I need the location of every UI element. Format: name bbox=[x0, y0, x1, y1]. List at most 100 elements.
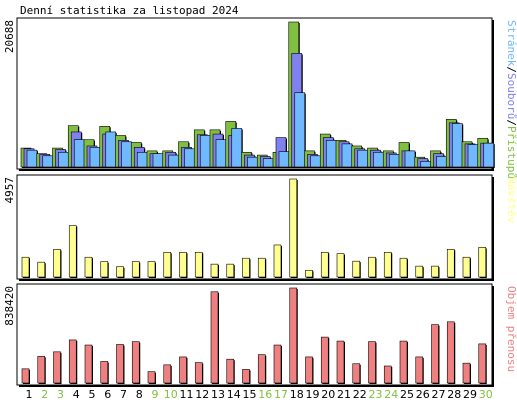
x-tick-label-26: 26 bbox=[416, 388, 430, 401]
bar-kbytes-day-7 bbox=[116, 344, 124, 384]
bar-kbytes-day-19 bbox=[305, 356, 313, 384]
bar-visits-day-5 bbox=[84, 256, 93, 278]
bar-visits-day-16 bbox=[257, 257, 266, 278]
legend-entry: Stránek bbox=[505, 20, 517, 67]
bar-visits-day-8 bbox=[131, 261, 140, 278]
bar-kbytes-day-29 bbox=[462, 362, 471, 384]
bar-visits-day-26 bbox=[415, 265, 424, 278]
bar-kbytes-day-8 bbox=[131, 341, 140, 384]
legend-separator: / bbox=[505, 119, 517, 126]
bar-requests-day-19-s2 bbox=[310, 155, 321, 168]
x-tick-label-6: 6 bbox=[104, 388, 111, 401]
bar-visits-day-20 bbox=[320, 251, 329, 278]
bar-requests-day-23-s2 bbox=[373, 151, 384, 168]
bar-requests-day-16-s2 bbox=[262, 158, 274, 168]
bar-kbytes-day-13 bbox=[210, 291, 219, 384]
bar-visits-day-1 bbox=[21, 256, 30, 278]
x-tick-label-25: 25 bbox=[400, 388, 414, 401]
bar-visits-day-28 bbox=[446, 249, 455, 278]
bar-kbytes-day-17 bbox=[273, 344, 282, 384]
bar-kbytes-day-26 bbox=[415, 356, 424, 384]
bar-kbytes-day-12 bbox=[194, 362, 203, 384]
bar-visits-day-19 bbox=[305, 269, 313, 278]
bar-kbytes-day-24 bbox=[383, 365, 392, 384]
panel-frame bbox=[16, 174, 493, 280]
x-tick-label-13: 13 bbox=[211, 388, 225, 401]
bar-requests-day-24-s2 bbox=[388, 154, 400, 168]
bar-kbytes-day-22 bbox=[352, 363, 361, 384]
bar-visits-day-30 bbox=[478, 247, 487, 278]
x-tick-label-14: 14 bbox=[227, 388, 241, 401]
x-tick-label-22: 22 bbox=[353, 388, 367, 401]
bar-visits-day-18 bbox=[289, 178, 298, 278]
panel-frame bbox=[16, 283, 493, 386]
bar-requests-day-3-s2 bbox=[58, 151, 69, 168]
bar-requests-day-21-s2 bbox=[341, 143, 353, 168]
panel-requests: 20688 Stránek/Souborů/Přístupů bbox=[3, 17, 517, 179]
bar-kbytes-day-5 bbox=[84, 344, 93, 384]
bar-kbytes-day-23 bbox=[368, 341, 376, 384]
bar-requests-day-27-s2 bbox=[436, 156, 447, 168]
bar-requests-day-30-s2 bbox=[483, 142, 495, 168]
bar-kbytes-day-27 bbox=[431, 324, 439, 384]
bar-requests-day-7-s2 bbox=[121, 141, 132, 168]
y-max-label: 20688 bbox=[3, 20, 16, 53]
x-tick-label-23: 23 bbox=[369, 388, 383, 401]
bar-visits-day-23 bbox=[368, 256, 376, 278]
bar-visits-day-10 bbox=[163, 251, 172, 278]
bar-visits-day-2 bbox=[37, 261, 46, 278]
x-tick-label-21: 21 bbox=[337, 388, 351, 401]
bar-visits-day-15 bbox=[242, 257, 250, 278]
bar-requests-day-6-s2 bbox=[105, 131, 117, 168]
x-tick-label-19: 19 bbox=[306, 388, 320, 401]
bar-visits-day-25 bbox=[399, 257, 408, 278]
x-tick-label-12: 12 bbox=[195, 388, 209, 401]
x-tick-label-24: 24 bbox=[384, 388, 398, 401]
bar-kbytes-day-30 bbox=[478, 343, 487, 384]
bar-requests-day-1-s2 bbox=[26, 149, 38, 168]
bar-requests-day-20-s2 bbox=[325, 140, 337, 168]
bar-kbytes-day-14 bbox=[226, 358, 235, 384]
x-tick-label-17: 17 bbox=[274, 388, 288, 401]
x-tick-label-15: 15 bbox=[243, 388, 257, 401]
legend: Stránek/Souborů/Přístupů bbox=[505, 20, 517, 179]
bar-kbytes-day-25 bbox=[399, 340, 408, 384]
bar-kbytes-day-11 bbox=[179, 356, 187, 384]
x-tick-label-1: 1 bbox=[26, 388, 33, 401]
bar-visits-day-11 bbox=[179, 251, 187, 278]
panel-frame bbox=[16, 17, 493, 170]
bar-kbytes-day-1 bbox=[21, 368, 30, 384]
legend-entry: Přístupů bbox=[505, 126, 517, 179]
bar-requests-day-2-s2 bbox=[42, 155, 54, 168]
bar-requests-day-29-s2 bbox=[467, 144, 479, 168]
bar-visits-day-21 bbox=[336, 253, 345, 278]
bar-kbytes-day-9 bbox=[147, 371, 156, 384]
bar-visits-day-29 bbox=[462, 256, 471, 278]
legend-entry: Objem přenosu bbox=[505, 286, 517, 372]
bar-visits-day-24 bbox=[383, 251, 392, 278]
bar-requests-day-12-s2 bbox=[199, 135, 211, 168]
bar-kbytes-day-2 bbox=[37, 356, 46, 384]
bar-requests-day-13-s2 bbox=[215, 139, 227, 168]
chart-title: Denní statistika za listopad 2024 bbox=[20, 4, 239, 17]
bar-kbytes-day-15 bbox=[242, 369, 250, 384]
bar-requests-day-9-s2 bbox=[152, 153, 164, 168]
bar-visits-day-14 bbox=[226, 263, 235, 278]
x-tick-label-3: 3 bbox=[57, 388, 64, 401]
y-max-label: 838420 bbox=[3, 286, 16, 326]
bar-requests-day-5-s2 bbox=[89, 147, 101, 168]
bar-requests-day-25-s2 bbox=[404, 150, 416, 168]
x-tick-label-29: 29 bbox=[463, 388, 477, 401]
bar-kbytes-day-3 bbox=[53, 351, 61, 384]
bar-requests-day-10-s2 bbox=[168, 154, 180, 168]
bar-requests-day-11-s2 bbox=[184, 148, 195, 168]
y-max-label: 4957 bbox=[3, 177, 16, 204]
panel-visits: 4957 Návštěv bbox=[3, 174, 517, 281]
bar-visits-day-17 bbox=[273, 244, 282, 278]
x-tick-label-28: 28 bbox=[447, 388, 461, 401]
bar-visits-day-6 bbox=[100, 261, 109, 278]
x-tick-label-8: 8 bbox=[136, 388, 143, 401]
bar-requests-day-8-s2 bbox=[136, 151, 148, 168]
